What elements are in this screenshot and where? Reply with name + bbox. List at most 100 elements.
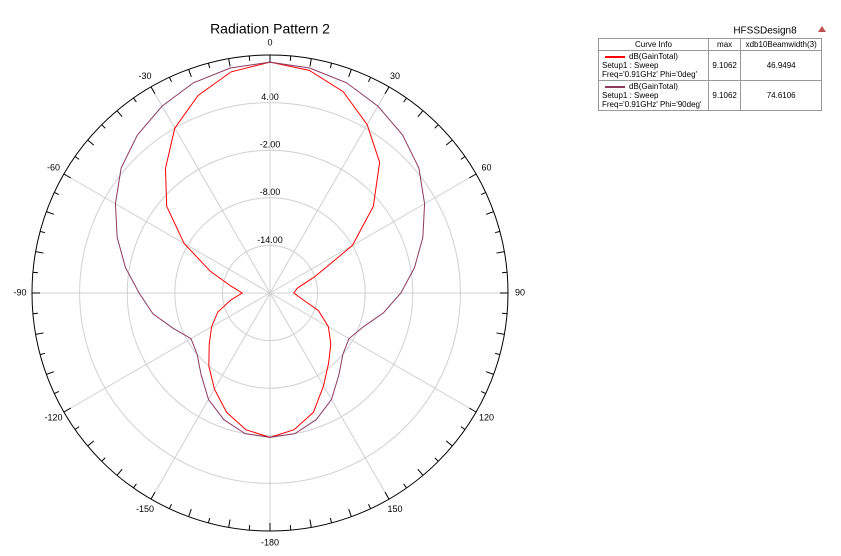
minor-tick [46, 211, 55, 215]
grid-spoke [63, 173, 271, 294]
params: Freq='0.91GHz' Phi='90deg' [602, 100, 702, 109]
minor-tick [417, 110, 424, 118]
minor-tick [87, 139, 95, 146]
minor-tick [228, 58, 231, 67]
minor-tick [133, 97, 137, 103]
minor-tick [35, 332, 44, 335]
minor-tick [368, 503, 372, 509]
minor-tick [403, 483, 407, 489]
minor-tick [309, 519, 312, 528]
outer-circle [31, 54, 509, 532]
theta-tick-label: 60 [481, 162, 491, 172]
setup: Setup1 : Sweep [602, 91, 659, 100]
minor-tick [133, 483, 137, 489]
legend-table: Curve Info max xdb10Beamwidth(3) dB(Gain… [598, 38, 822, 111]
grid-spoke [269, 292, 477, 413]
minor-tick [74, 156, 80, 160]
theta-tick-label: -180 [261, 537, 279, 547]
theta-tick-label: 0 [267, 37, 272, 47]
curve-info: dB(GainTotal) Setup1 : Sweep Freq='0.91GHz… [598, 80, 709, 111]
legend-label: dB(GainTotal) [629, 82, 678, 91]
minor-tick [496, 251, 505, 254]
grid-spoke [150, 86, 271, 294]
minor-tick [116, 468, 123, 476]
minor-tick [460, 156, 466, 160]
curve-info: dB(GainTotal) Setup1 : Sweep Freq='0.91GHz… [598, 50, 709, 81]
theta-tick-label: -60 [47, 162, 60, 172]
theta-tick-label: 90 [515, 287, 525, 297]
minor-tick [368, 77, 372, 83]
minor-tick [150, 491, 156, 500]
minor-tick [434, 124, 439, 129]
minor-tick [63, 173, 72, 179]
column-header: xdb10Beamwidth(3) [740, 38, 822, 51]
grid-spoke [63, 292, 271, 413]
minor-tick [74, 426, 80, 430]
grid-spoke [269, 86, 390, 294]
series-line [114, 61, 426, 438]
minor-tick [494, 352, 501, 356]
theta-tick-label: -90 [13, 287, 26, 297]
minor-tick [460, 426, 466, 430]
grid-spoke [269, 292, 390, 500]
minor-tick [87, 440, 95, 447]
design-name: HFSSDesign8 [733, 26, 797, 37]
theta-tick-label: -30 [138, 71, 151, 81]
grid-spoke [150, 292, 271, 500]
max-value: 9.1062 [707, 50, 742, 81]
minor-tick [228, 519, 231, 528]
minor-tick [434, 457, 439, 462]
theta-tick-label: -150 [136, 504, 154, 514]
max-value: 9.1062 [707, 80, 742, 111]
minor-tick [417, 468, 424, 476]
grid-spoke [269, 173, 477, 294]
theta-tick-label: 120 [479, 412, 494, 422]
minor-tick [494, 230, 501, 234]
minor-tick [207, 517, 211, 524]
minor-tick [54, 191, 60, 195]
legend-swatch [605, 85, 625, 88]
minor-tick [329, 62, 333, 69]
params: Freq='0.91GHz' Phi='0deg' [602, 70, 698, 79]
minor-tick [445, 139, 453, 146]
theta-tick-label: 150 [387, 504, 402, 514]
legend-label: dB(GainTotal) [629, 52, 678, 61]
minor-tick [480, 391, 486, 395]
theta-tick-label: -120 [44, 412, 62, 422]
minor-tick [150, 86, 156, 95]
column-header: max [707, 38, 742, 51]
design-icon [818, 26, 826, 32]
minor-tick [468, 407, 477, 413]
setup: Setup1 : Sweep [602, 61, 659, 70]
minor-tick [348, 69, 352, 78]
legend-swatch [605, 55, 625, 58]
minor-tick [54, 391, 60, 395]
minor-tick [188, 508, 192, 517]
minor-tick [63, 407, 72, 413]
series-line [164, 61, 381, 438]
minor-tick [101, 457, 106, 462]
minor-tick [384, 86, 390, 95]
minor-tick [485, 211, 494, 215]
chart-title: Radiation Pattern 2 [210, 21, 330, 37]
minor-tick [496, 332, 505, 335]
minor-tick [39, 352, 46, 356]
minor-tick [188, 69, 192, 78]
minor-tick [445, 440, 453, 447]
beamwidth: 46.9494 [740, 50, 822, 81]
minor-tick [485, 371, 494, 375]
minor-tick [35, 251, 44, 254]
minor-tick [329, 517, 333, 524]
minor-tick [309, 58, 312, 67]
minor-tick [39, 230, 46, 234]
minor-tick [168, 503, 172, 509]
minor-tick [403, 97, 407, 103]
minor-tick [384, 491, 390, 500]
minor-tick [468, 173, 477, 179]
minor-tick [480, 191, 486, 195]
minor-tick [46, 371, 55, 375]
minor-tick [207, 62, 211, 69]
minor-tick [348, 508, 352, 517]
beamwidth: 74.6106 [740, 80, 822, 111]
